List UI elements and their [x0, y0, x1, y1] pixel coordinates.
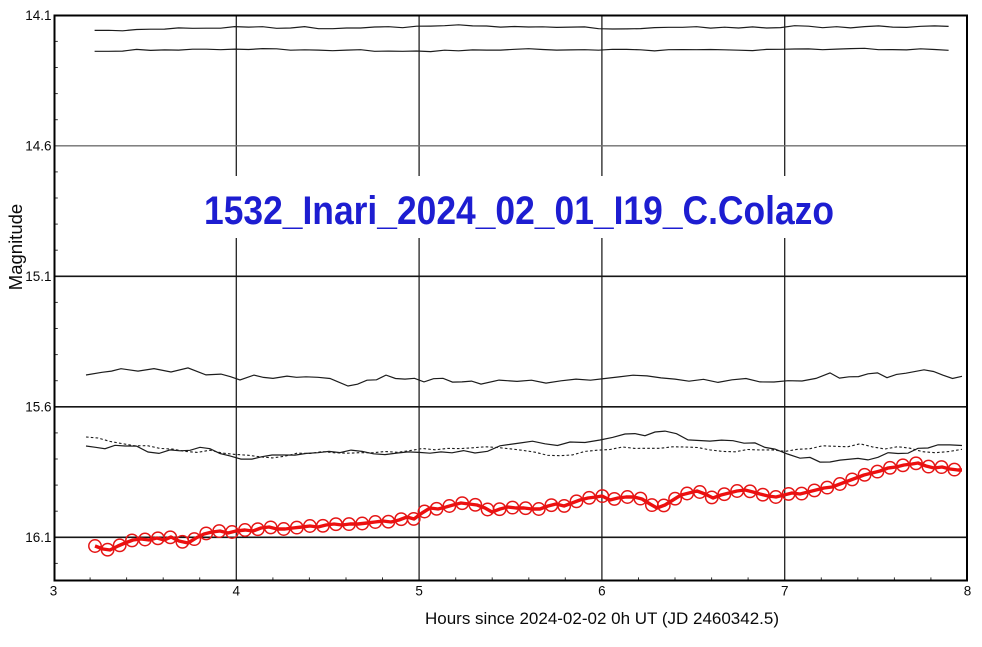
svg-text:8: 8 — [964, 584, 972, 599]
svg-text:15.6: 15.6 — [25, 399, 51, 414]
svg-text:16.1: 16.1 — [25, 530, 51, 545]
svg-text:15.1: 15.1 — [25, 269, 51, 284]
svg-text:7: 7 — [781, 584, 789, 599]
svg-text:1532_Inari_2024_02_01_I19_C.Co: 1532_Inari_2024_02_01_I19_C.Colazo — [204, 189, 834, 233]
svg-text:5: 5 — [415, 584, 423, 599]
svg-text:14.6: 14.6 — [25, 138, 51, 153]
svg-text:14.1: 14.1 — [25, 8, 51, 23]
svg-text:3: 3 — [50, 584, 58, 599]
svg-text:Magnitude: Magnitude — [5, 204, 26, 290]
svg-text:Hours since 2024-02-02 0h UT (: Hours since 2024-02-02 0h UT (JD 2460342… — [425, 609, 779, 628]
svg-text:4: 4 — [233, 584, 241, 599]
svg-text:6: 6 — [598, 584, 606, 599]
